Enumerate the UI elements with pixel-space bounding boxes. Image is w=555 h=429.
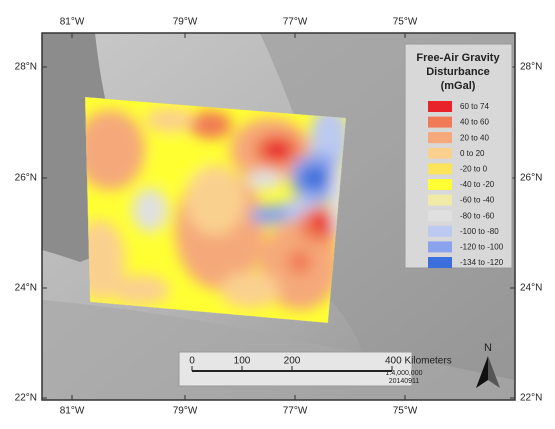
legend-label: 60 to 74 (460, 102, 489, 111)
anomaly (85, 110, 145, 190)
legend-label: -60 to -40 (460, 196, 495, 205)
legend-swatch (428, 241, 452, 253)
scale-label: 200 (284, 356, 301, 367)
anomaly (220, 272, 280, 308)
anomaly (250, 205, 290, 225)
anomaly (185, 165, 245, 235)
legend-label: -20 to 0 (460, 165, 488, 174)
graticule: 81°W 81°W 79°W 79°W 77°W 77°W 75°W 75°W 28°N 28°N… (15, 17, 543, 417)
north-label: N (484, 342, 492, 354)
anomaly (247, 170, 283, 190)
arrow-left (476, 356, 488, 388)
scale-box (178, 351, 413, 387)
anomaly (110, 275, 170, 305)
legend-swatch (428, 210, 452, 222)
legend-swatch (428, 132, 452, 144)
lon-label: 79°W (173, 406, 198, 417)
lat-label: 28°N (520, 62, 542, 73)
scale-ratio: 1:4,000,000 (386, 370, 423, 377)
legend-box (404, 43, 513, 269)
scale-bar: 0 100 200 400 Kilometers 1:4,000,000 201… (189, 356, 451, 385)
anomaly (132, 188, 168, 232)
anomaly (263, 140, 291, 160)
legend-label: -80 to -60 (460, 211, 495, 220)
legend-swatch (428, 225, 452, 237)
lon-label: 75°W (393, 17, 418, 28)
field-blobs (85, 105, 346, 310)
legend-swatch (428, 163, 452, 175)
legend-label: -120 to -100 (460, 243, 504, 252)
lat-label: 24°N (520, 283, 542, 294)
legend-title: (mGal) (441, 80, 476, 92)
legend-label: 40 to 60 (460, 118, 489, 127)
lon-label: 75°W (393, 406, 418, 417)
lat-label: 26°N (15, 173, 37, 184)
scale-label: 400 Kilometers (385, 356, 452, 367)
anomaly (299, 166, 331, 190)
gravity-field (85, 97, 346, 323)
lat-label: 24°N (15, 283, 37, 294)
scale-label: 0 (189, 356, 195, 367)
legend-label: -100 to -80 (460, 227, 499, 236)
legend-title: Disturbance (426, 66, 490, 78)
legend-swatch (428, 257, 452, 268)
lon-label: 77°W (283, 17, 308, 28)
legend-swatch (428, 179, 452, 190)
arrow-right (488, 356, 500, 388)
scale-label: 100 (234, 356, 251, 367)
anomaly (288, 250, 312, 274)
legend-swatch (428, 194, 452, 206)
lat-label: 26°N (520, 173, 542, 184)
legend-label: 0 to 20 (460, 149, 485, 158)
lon-label: 81°W (60, 17, 85, 28)
legend-label: 20 to 40 (460, 133, 489, 142)
anomaly (145, 108, 195, 132)
lat-label: 28°N (15, 62, 37, 73)
north-arrow: N (476, 342, 500, 388)
legend-swatch (428, 147, 452, 159)
lon-label: 81°W (60, 406, 85, 417)
anomaly (155, 140, 205, 180)
anomaly (188, 111, 232, 139)
lat-label: 22°N (15, 393, 37, 404)
legend: Free-Air Gravity Disturbance (mGal) 60 to 7… (416, 52, 504, 268)
legend-label: -134 to -120 (460, 258, 504, 267)
legend-title: Free-Air Gravity (416, 52, 500, 64)
legend-swatch (428, 116, 452, 128)
scale-date: 20140911 (389, 378, 420, 385)
map-frame (41, 32, 516, 401)
survey-outline (85, 97, 346, 323)
lon-label: 77°W (283, 406, 308, 417)
legend-swatch (428, 101, 452, 112)
legend-label: -40 to -20 (460, 180, 495, 189)
lat-label: 22°N (520, 393, 542, 404)
lon-label: 79°W (173, 17, 198, 28)
